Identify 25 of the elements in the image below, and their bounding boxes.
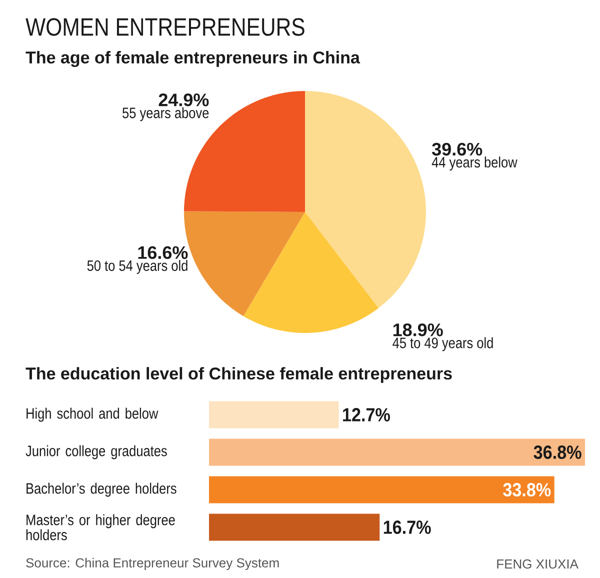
slice-label: 55 years above (122, 107, 209, 122)
slice-label: 45 to 49 years old (392, 337, 493, 352)
data-label: 16.6% (138, 246, 188, 259)
y-tick-label: Bachelor’s degree holders (26, 482, 176, 497)
chart-title: WOMEN ENTREPRENEURS (26, 18, 304, 36)
text: FENG XIUXIA (497, 559, 578, 569)
bar (209, 514, 380, 541)
data-label: 33.8% (503, 482, 551, 496)
data-label: 36.8% (534, 445, 582, 459)
bar (209, 401, 339, 428)
chart-title: The education level of Chinese female entrepreneurs (26, 367, 452, 383)
data-label: 24.9% (158, 94, 209, 106)
source-note: Source: China Entrepreneur Survey System (26, 558, 279, 570)
bar (209, 476, 554, 504)
bar (209, 438, 585, 466)
data-label: 18.9% (393, 323, 443, 336)
y-tick-label: Junior college graduates (26, 445, 167, 460)
slice-label: 50 to 54 years old (87, 260, 188, 274)
chart-subtitle: The age of female entrepreneurs in China (26, 51, 360, 67)
data-label: 39.6% (432, 142, 482, 156)
data-label: 16.7% (384, 520, 431, 534)
data-label: 12.7% (343, 408, 390, 422)
y-tick-label: High school and below (26, 408, 158, 422)
y-tick-label: Master’s or higher degree holders (26, 514, 175, 540)
slice-label: 44 years below (432, 156, 518, 171)
